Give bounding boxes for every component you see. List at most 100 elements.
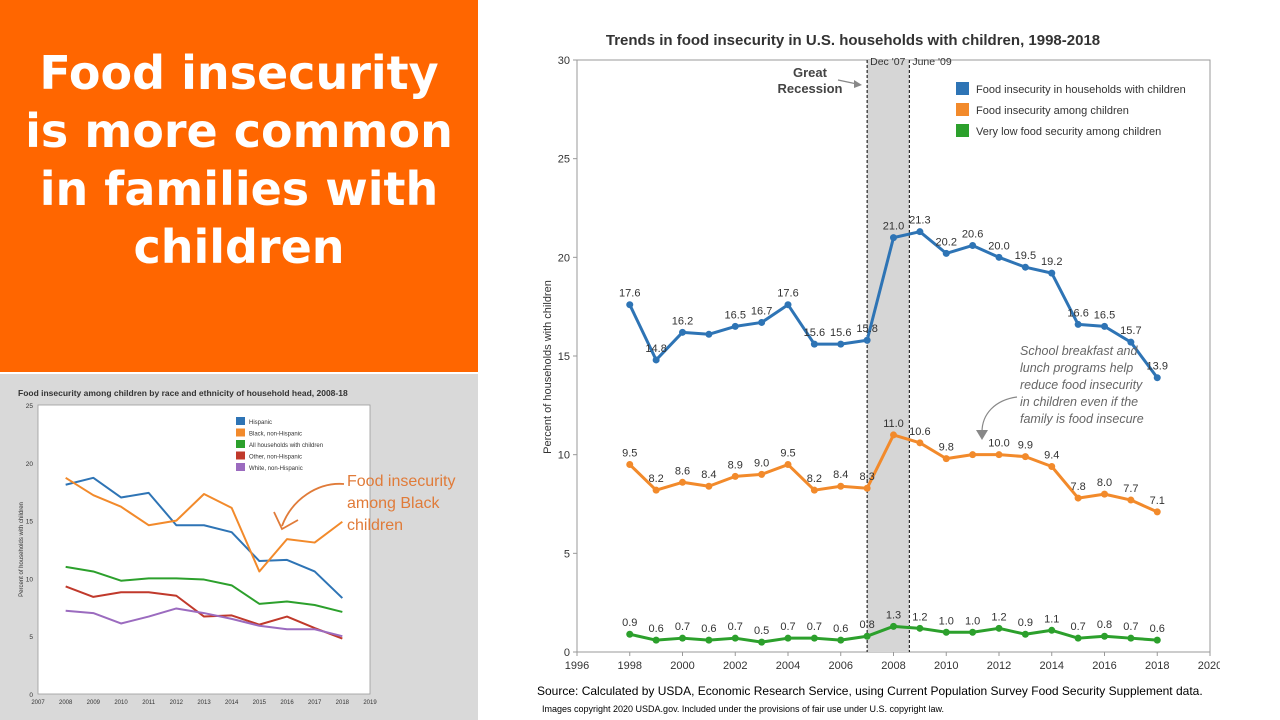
small-y-tick-label: 10 — [26, 576, 34, 583]
data-label: 15.8 — [856, 323, 877, 335]
data-label: 20.0 — [988, 240, 1009, 252]
data-label: 0.7 — [1123, 621, 1138, 633]
data-label: 0.6 — [701, 623, 716, 635]
data-point — [1074, 634, 1082, 642]
x-tick-label: 2014 — [1040, 660, 1064, 672]
y-tick-label: 20 — [558, 252, 570, 264]
x-tick-label: 2000 — [670, 660, 694, 672]
data-label: 15.6 — [830, 327, 851, 339]
black-children-callout: Food insecurity among Black children — [347, 473, 456, 534]
small-chart-title: Food insecurity among children by race a… — [18, 388, 348, 398]
data-label: 1.3 — [886, 609, 901, 621]
small-legend-swatch — [236, 440, 245, 448]
small-x-tick-label: 2015 — [253, 700, 267, 706]
data-label: 14.8 — [645, 343, 666, 355]
x-tick-label: 2016 — [1092, 660, 1116, 672]
data-label: 8.4 — [833, 469, 848, 481]
data-point — [1101, 322, 1108, 330]
data-point — [652, 356, 660, 364]
data-point — [784, 634, 792, 642]
data-label: 7.7 — [1123, 483, 1138, 495]
data-label: 1.0 — [939, 615, 954, 627]
small-chart-ylabel: Percent of households with children — [19, 502, 25, 597]
data-label: 16.5 — [725, 309, 746, 321]
data-point — [942, 628, 950, 636]
legend-swatch — [956, 82, 969, 95]
small-y-tick-label: 20 — [26, 461, 34, 468]
data-point — [810, 340, 818, 348]
callout-arrow-line — [281, 483, 345, 527]
legend-label: Food insecurity among children — [976, 105, 1129, 117]
data-point — [916, 624, 924, 632]
data-label: 8.6 — [675, 465, 690, 477]
data-label: 8.0 — [1097, 477, 1112, 489]
data-label: 9.8 — [939, 442, 954, 454]
data-point — [1153, 636, 1161, 644]
data-label: 0.7 — [780, 621, 795, 633]
data-label: 17.6 — [777, 288, 798, 300]
small-x-tick-label: 2007 — [31, 700, 45, 706]
school-programs-annotation: School breakfast and lunch programs help r… — [1020, 344, 1144, 426]
legend-swatch — [956, 103, 969, 116]
data-label: 17.6 — [619, 288, 640, 300]
x-tick-label: 2002 — [723, 660, 747, 672]
data-label: 15.7 — [1120, 325, 1141, 337]
small-legend-label: Other, non-Hispanic — [249, 455, 302, 461]
small-legend-swatch — [236, 451, 245, 460]
data-point — [1101, 490, 1108, 498]
x-tick-label: 2020 — [1198, 660, 1220, 672]
legend-swatch — [956, 124, 969, 137]
trends-chart: Trends in food insecurity in U.S. househ… — [542, 32, 1220, 672]
data-label: 0.8 — [1097, 619, 1112, 631]
data-point — [731, 322, 739, 330]
data-point — [758, 638, 766, 646]
small-legend-label: Hispanic — [249, 420, 272, 426]
data-point — [1127, 338, 1135, 346]
data-point — [995, 451, 1003, 459]
data-point — [942, 249, 950, 257]
small-x-tick-label: 2016 — [280, 700, 294, 706]
data-point — [679, 478, 686, 486]
data-label: 10.0 — [988, 438, 1009, 450]
small-x-tick-label: 2017 — [308, 700, 322, 706]
small-x-tick-label: 2014 — [225, 700, 239, 706]
recession-end-label: June '09 — [912, 56, 952, 68]
data-point — [731, 472, 739, 480]
data-label: 1.1 — [1044, 613, 1059, 625]
data-point — [863, 484, 871, 492]
small-series-line-hispanic — [65, 476, 344, 599]
x-tick-label: 2006 — [829, 660, 853, 672]
small-y-tick-label: 5 — [29, 634, 33, 641]
data-point — [1048, 626, 1056, 634]
data-point — [1101, 632, 1108, 640]
data-label: 8.2 — [648, 473, 663, 485]
small-legend-label: Black, non-Hispanic — [249, 432, 302, 438]
data-label: 9.9 — [1018, 440, 1033, 452]
callout-arrow-head — [273, 511, 299, 531]
x-tick-label: 2010 — [934, 660, 958, 672]
data-point — [705, 330, 713, 338]
race-ethnicity-chart-panel: Food insecurity among children by race a… — [0, 374, 478, 720]
data-point — [916, 228, 924, 236]
data-point — [890, 234, 897, 242]
data-label: 9.5 — [622, 448, 637, 460]
data-label: 1.0 — [965, 615, 980, 627]
main-chart-title: Trends in food insecurity in U.S. househ… — [606, 32, 1100, 49]
data-label: 21.0 — [883, 221, 904, 233]
data-point — [942, 455, 950, 463]
small-x-tick-label: 2012 — [170, 700, 184, 706]
data-point — [969, 628, 977, 636]
data-point — [916, 439, 924, 447]
annotation-arrow-line — [981, 396, 1018, 433]
x-tick-label: 2012 — [987, 660, 1011, 672]
data-point — [1127, 634, 1135, 642]
data-label: 0.9 — [622, 617, 637, 629]
data-label: 0.8 — [859, 619, 874, 631]
small-legend-label: All households with children — [249, 443, 323, 449]
data-point — [969, 241, 977, 249]
data-point — [626, 630, 634, 638]
data-point — [1127, 496, 1135, 504]
data-label: 9.0 — [754, 457, 769, 469]
small-x-tick-label: 2009 — [87, 700, 101, 706]
race-ethnicity-chart: Food insecurity among children by race a… — [0, 374, 478, 720]
